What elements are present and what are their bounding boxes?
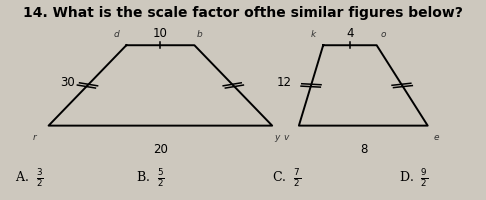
Text: 4: 4 <box>346 27 354 40</box>
Text: 8: 8 <box>360 142 367 155</box>
Text: D.  $\frac{9}{2}$: D. $\frac{9}{2}$ <box>399 166 428 188</box>
Text: 20: 20 <box>153 142 168 155</box>
Text: B.  $\frac{5}{2}$: B. $\frac{5}{2}$ <box>136 166 165 188</box>
Text: 30: 30 <box>61 76 75 88</box>
Text: v: v <box>284 132 289 141</box>
Text: y: y <box>275 132 280 141</box>
Text: d: d <box>113 30 119 39</box>
Text: b: b <box>197 30 203 39</box>
Text: 10: 10 <box>153 27 168 40</box>
Text: 14. What is the scale factor of​the similar figures below?: 14. What is the scale factor of​the simi… <box>23 6 463 20</box>
Text: 12: 12 <box>277 76 292 88</box>
Text: A.  $\frac{3}{2}$: A. $\frac{3}{2}$ <box>15 166 43 188</box>
Text: o: o <box>381 30 386 39</box>
Text: e: e <box>434 132 439 141</box>
Text: r: r <box>33 132 36 141</box>
Text: k: k <box>311 30 316 39</box>
Text: C.  $\frac{7}{2}$: C. $\frac{7}{2}$ <box>272 166 301 188</box>
